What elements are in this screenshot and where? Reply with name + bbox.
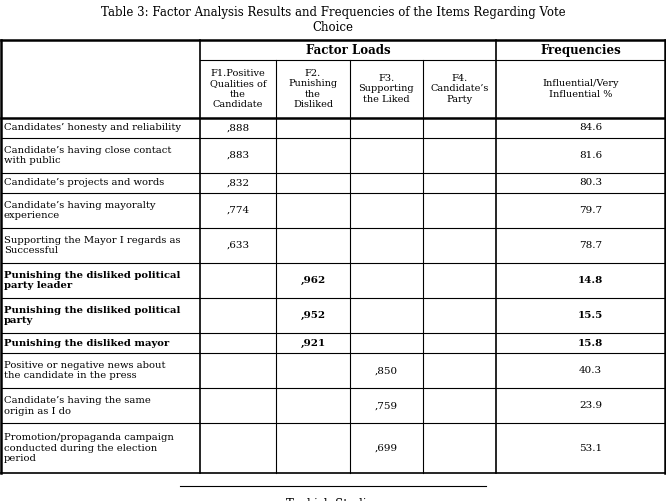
Text: Candidate’s having mayoralty
experience: Candidate’s having mayoralty experience — [4, 201, 155, 220]
Text: Choice: Choice — [312, 21, 354, 34]
Text: ,832: ,832 — [226, 178, 250, 187]
Text: 53.1: 53.1 — [579, 444, 602, 453]
Text: ,759: ,759 — [375, 401, 398, 410]
Text: 78.7: 78.7 — [579, 241, 602, 250]
Text: Frequencies: Frequencies — [540, 44, 621, 57]
Text: Factor Loads: Factor Loads — [306, 44, 390, 57]
Text: Supporting the Mayor I regards as
Successful: Supporting the Mayor I regards as Succes… — [4, 236, 180, 255]
Text: ,850: ,850 — [375, 366, 398, 375]
Text: ,774: ,774 — [226, 206, 250, 215]
Text: Candidate’s having close contact
with public: Candidate’s having close contact with pu… — [4, 146, 171, 165]
Text: Influential/Very
Influential %: Influential/Very Influential % — [542, 79, 619, 99]
Text: Punishing the disliked mayor: Punishing the disliked mayor — [4, 339, 169, 348]
Text: Punishing the disliked political
party: Punishing the disliked political party — [4, 306, 180, 325]
Text: ,952: ,952 — [300, 311, 326, 320]
Text: ,883: ,883 — [226, 151, 250, 160]
Text: 15.8: 15.8 — [578, 339, 603, 348]
Text: ,633: ,633 — [226, 241, 250, 250]
Text: 79.7: 79.7 — [579, 206, 602, 215]
Text: F1.Positive
Qualities of
the
Candidate: F1.Positive Qualities of the Candidate — [210, 69, 266, 109]
Text: Candidate’s projects and words: Candidate’s projects and words — [4, 178, 165, 187]
Text: F4.
Candidate’s
Party: F4. Candidate’s Party — [430, 74, 489, 104]
Text: ,921: ,921 — [300, 339, 326, 348]
Text: Candidate’s having the same
origin as I do: Candidate’s having the same origin as I … — [4, 396, 151, 415]
Text: ,699: ,699 — [375, 444, 398, 453]
Text: F3.
Supporting
the Liked: F3. Supporting the Liked — [358, 74, 414, 104]
Text: 81.6: 81.6 — [579, 151, 602, 160]
Text: Punishing the disliked political
party leader: Punishing the disliked political party l… — [4, 271, 180, 290]
Text: Candidates’ honesty and reliability: Candidates’ honesty and reliability — [4, 123, 181, 132]
Text: ,888: ,888 — [226, 123, 250, 132]
Text: 14.8: 14.8 — [578, 276, 603, 285]
Text: Table 3: Factor Analysis Results and Frequencies of the Items Regarding Vote: Table 3: Factor Analysis Results and Fre… — [101, 6, 565, 19]
Text: 40.3: 40.3 — [579, 366, 602, 375]
Text: Turkish Studies: Turkish Studies — [286, 498, 380, 501]
Text: ,962: ,962 — [300, 276, 326, 285]
Text: 23.9: 23.9 — [579, 401, 602, 410]
Text: F2.
Punishing
the
Disliked: F2. Punishing the Disliked — [288, 69, 338, 109]
Text: 80.3: 80.3 — [579, 178, 602, 187]
Text: 15.5: 15.5 — [578, 311, 603, 320]
Text: 84.6: 84.6 — [579, 123, 602, 132]
Text: Promotion/propaganda campaign
conducted during the election
period: Promotion/propaganda campaign conducted … — [4, 433, 174, 463]
Text: Positive or negative news about
the candidate in the press: Positive or negative news about the cand… — [4, 361, 165, 380]
